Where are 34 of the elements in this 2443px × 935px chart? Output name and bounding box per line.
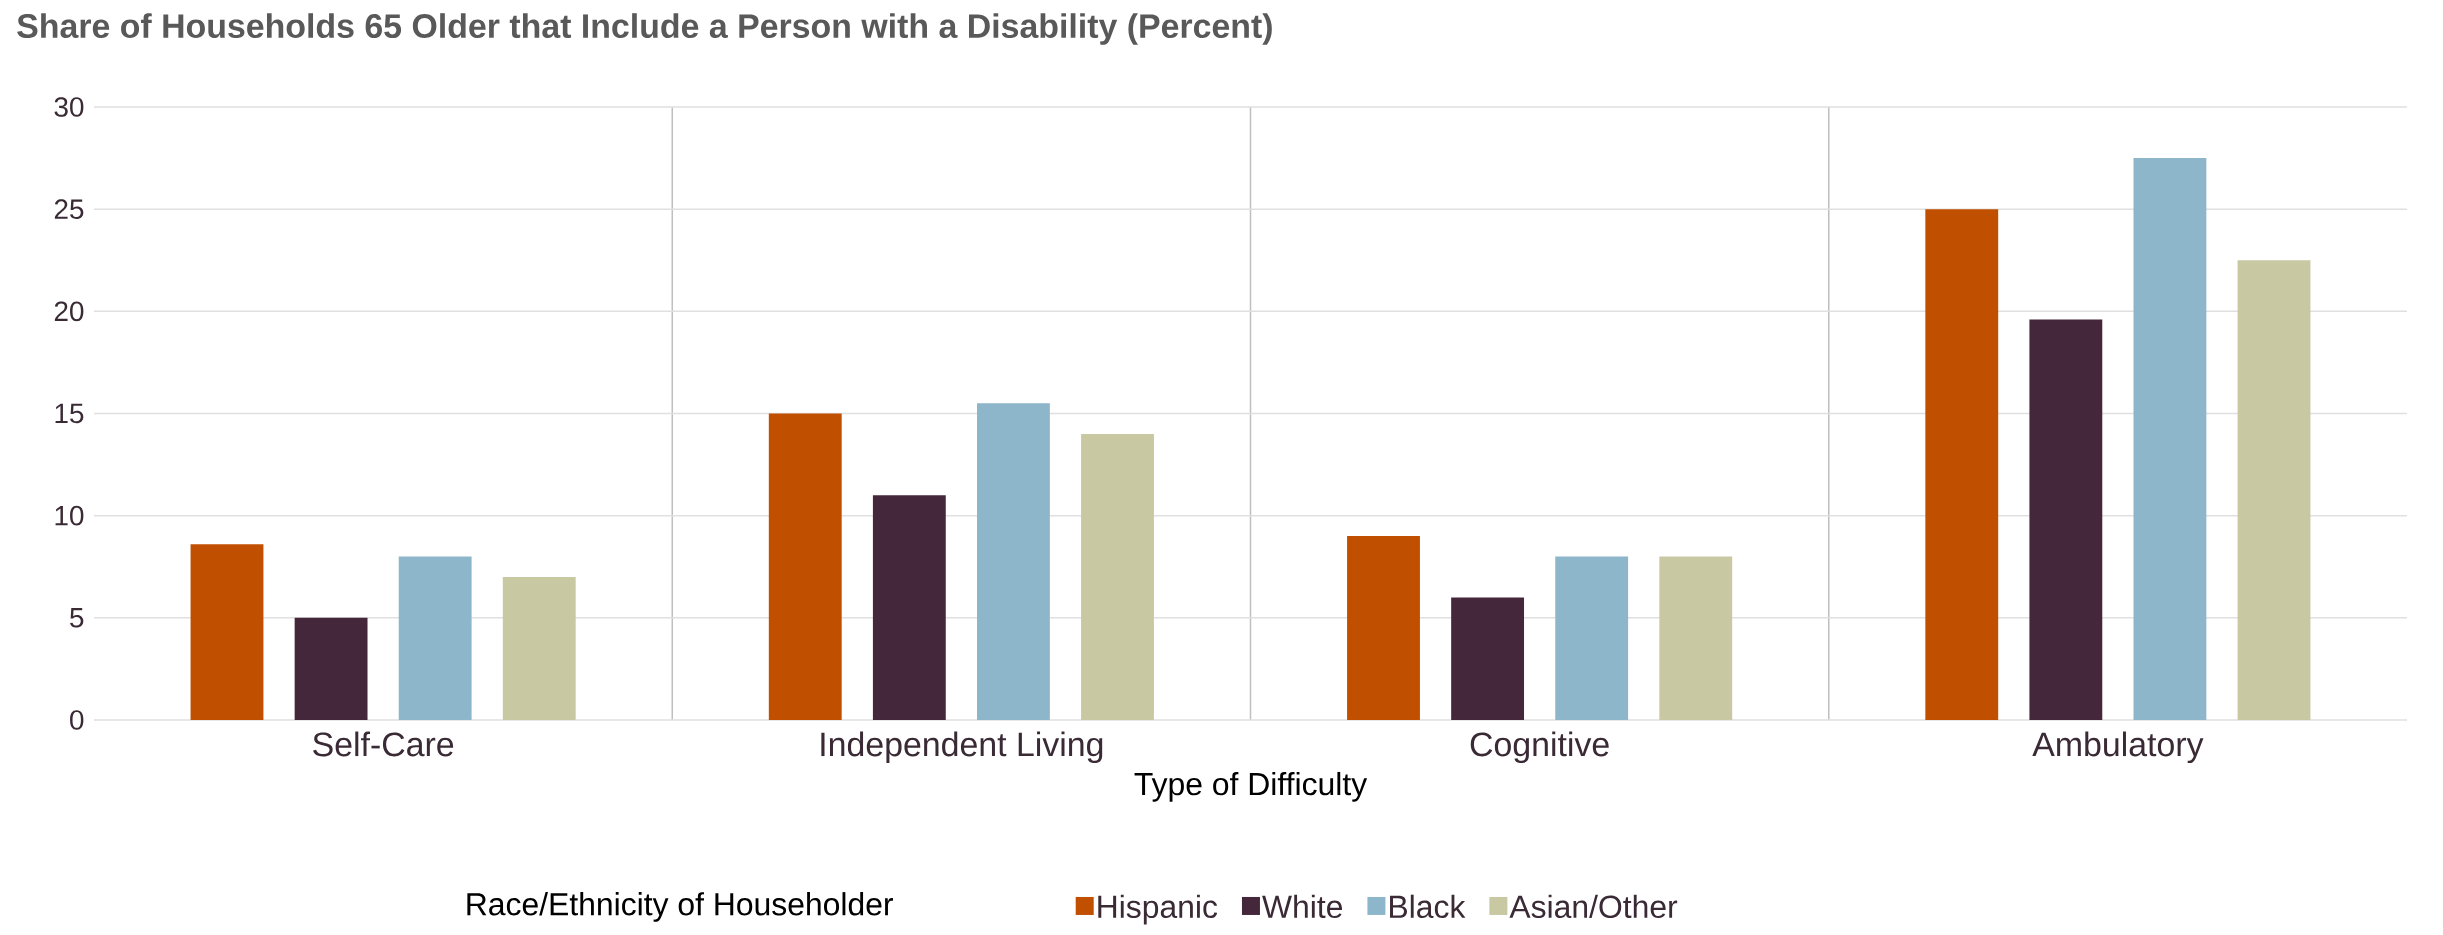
- bar: [2237, 260, 2311, 720]
- y-tick-label: 25: [54, 199, 84, 220]
- bar: [768, 413, 842, 720]
- bar: [1081, 433, 1154, 720]
- legend-label: Asian/Other: [1509, 894, 1678, 919]
- bar: [1555, 556, 1629, 720]
- bar: [190, 544, 264, 720]
- y-tick-label: 20: [54, 301, 84, 322]
- x-tick-label: Ambulatory: [2032, 731, 2204, 764]
- y-tick-label: 15: [55, 403, 84, 424]
- bar: [2133, 158, 2207, 720]
- x-tick-label: Cognitive: [1470, 731, 1609, 764]
- bar: [398, 556, 472, 720]
- bar: [1347, 536, 1420, 720]
- bar: [1451, 597, 1525, 720]
- legend-label: White: [1262, 894, 1343, 919]
- y-tick-label: 30: [54, 97, 84, 117]
- bar: [976, 403, 1050, 720]
- bar: [502, 576, 576, 720]
- legend-label: Hispanic: [1098, 894, 1218, 925]
- legend-title: Race/Ethnicity of Householder: [467, 892, 893, 922]
- bar: [294, 617, 368, 720]
- y-tick-label: 0: [70, 710, 84, 730]
- y-tick-label: 5: [70, 608, 84, 628]
- x-axis-title: Type of Difficulty: [1134, 771, 1368, 802]
- bar: [2029, 319, 2103, 720]
- chart-title: Share of Households 65 Older that Include a Person with a Disability (Percent): [17, 13, 1272, 45]
- x-tick-label: Independent Living: [821, 731, 1103, 764]
- bar: [1925, 209, 1999, 720]
- y-tick-label: 10: [55, 505, 84, 526]
- legend-label: Black: [1390, 894, 1466, 919]
- x-tick-label: Self-Care: [313, 731, 454, 757]
- bar: [1659, 556, 1733, 720]
- bar: [872, 495, 946, 720]
